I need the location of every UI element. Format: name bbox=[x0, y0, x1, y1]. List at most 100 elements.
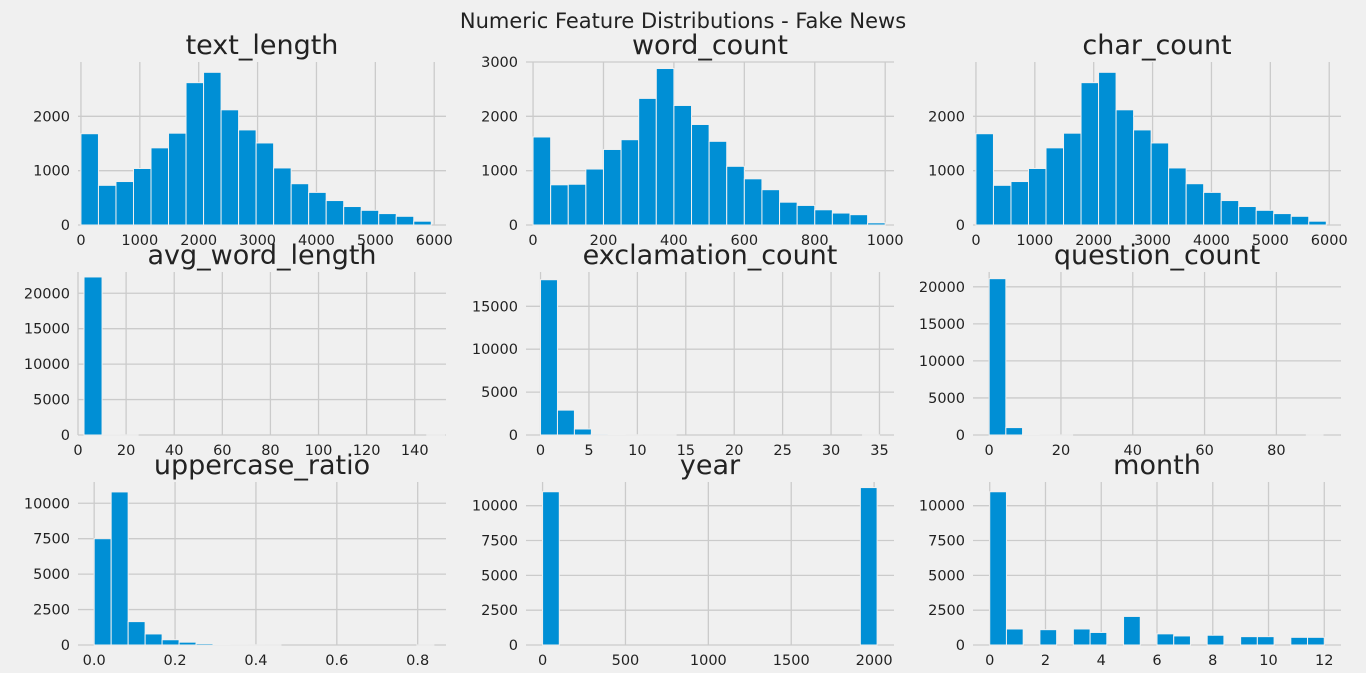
y-tick-label: 10000 bbox=[472, 342, 518, 358]
histogram-bar bbox=[761, 189, 781, 226]
y-tick-label: 0 bbox=[956, 638, 965, 654]
histogram-bar bbox=[532, 136, 552, 226]
y-tick-label: 2500 bbox=[33, 603, 70, 619]
y-tick-label: 15000 bbox=[472, 299, 518, 315]
x-tick-label: 5 bbox=[584, 443, 593, 459]
x-tick-label: 6000 bbox=[1311, 233, 1348, 249]
histogram-bar bbox=[220, 109, 240, 226]
histogram-bar bbox=[989, 491, 1007, 646]
x-tick-label: 0 bbox=[538, 653, 547, 669]
x-tick-label: 0 bbox=[536, 443, 545, 459]
subplot-title: question_count bbox=[1054, 240, 1260, 271]
x-tick-label: 0.4 bbox=[244, 653, 267, 669]
x-tick-label: 1500 bbox=[773, 653, 810, 669]
histogram-bar bbox=[1238, 206, 1257, 226]
histogram-bar bbox=[726, 165, 745, 226]
histogram-bar bbox=[1206, 634, 1225, 646]
histogram-bar bbox=[1022, 433, 1040, 436]
y-tick-label: 0 bbox=[956, 218, 965, 234]
histogram-bar bbox=[1255, 209, 1275, 226]
subplot-title: word_count bbox=[632, 30, 788, 61]
x-tick-label: 40 bbox=[1124, 443, 1142, 459]
x-tick-label: 60 bbox=[213, 443, 231, 459]
y-tick-label: 20000 bbox=[24, 286, 70, 302]
subplot-word-count: 0 1000 2000 3000 0 200 400 600 800 1000 word_count bbox=[481, 30, 904, 249]
y-tick-label: 2000 bbox=[928, 109, 965, 125]
y-tick-label: 0 bbox=[61, 218, 70, 234]
subplot-title: year bbox=[680, 450, 741, 481]
histogram-bar bbox=[988, 278, 1007, 436]
x-tick-label: 200 bbox=[590, 233, 618, 249]
histogram-bar bbox=[127, 621, 146, 646]
histogram-bar bbox=[178, 641, 197, 646]
y-tick-label: 1000 bbox=[481, 164, 518, 180]
x-tick-label: 2 bbox=[1041, 653, 1050, 669]
x-tick-label: 0.6 bbox=[325, 653, 348, 669]
histogram-bar bbox=[1039, 629, 1058, 646]
x-tick-label: 0 bbox=[985, 443, 994, 459]
histogram-bar bbox=[1045, 147, 1065, 226]
histogram-bar bbox=[1290, 636, 1309, 646]
histogram-bar bbox=[1098, 71, 1117, 226]
y-tick-label: 0 bbox=[61, 428, 70, 444]
y-tick-label: 5000 bbox=[928, 568, 965, 584]
histogram-bar bbox=[867, 222, 886, 226]
y-tick-label: 10000 bbox=[24, 496, 70, 512]
x-tick-label: 500 bbox=[612, 653, 640, 669]
histogram-bar bbox=[1203, 191, 1222, 226]
y-tick-label: 2000 bbox=[481, 109, 518, 125]
x-tick-label: 5000 bbox=[1252, 233, 1289, 249]
y-tick-label: 0 bbox=[956, 428, 965, 444]
histogram-bar bbox=[573, 428, 592, 436]
x-tick-label: 20 bbox=[117, 443, 135, 459]
x-tick-label: 600 bbox=[730, 233, 758, 249]
y-tick-label: 15000 bbox=[24, 322, 70, 338]
x-tick-label: 1000 bbox=[1016, 233, 1053, 249]
histogram-bar bbox=[132, 167, 152, 226]
x-tick-label: 15 bbox=[677, 443, 695, 459]
histogram-bar bbox=[343, 206, 362, 226]
histogram-bar bbox=[550, 184, 569, 226]
histogram-bar bbox=[168, 132, 187, 226]
y-tick-label: 7500 bbox=[928, 534, 965, 550]
histogram-bar bbox=[290, 183, 310, 226]
x-tick-label: 400 bbox=[660, 233, 688, 249]
subplot-question-count: 0 5000 10000 15000 20000 0 20 40 60 80 question_co… bbox=[919, 240, 1341, 459]
histogram-bar bbox=[1256, 636, 1275, 646]
x-tick-label: 20 bbox=[725, 443, 743, 459]
y-tick-label: 7500 bbox=[33, 532, 70, 548]
x-tick-label: 12 bbox=[1315, 653, 1333, 669]
histogram-bar bbox=[673, 104, 693, 226]
histogram-bar bbox=[1005, 628, 1024, 646]
y-tick-label: 1000 bbox=[33, 164, 70, 180]
histogram-bar bbox=[796, 204, 816, 226]
y-tick-label: 5000 bbox=[33, 567, 70, 583]
y-tick-label: 2500 bbox=[928, 603, 965, 619]
histogram-bar bbox=[1115, 109, 1135, 226]
x-tick-label: 40 bbox=[165, 443, 183, 459]
subplot-title: avg_word_length bbox=[147, 240, 376, 271]
histogram-bar bbox=[691, 123, 710, 226]
x-tick-label: 20 bbox=[1052, 443, 1070, 459]
x-tick-label: 80 bbox=[261, 443, 279, 459]
x-tick-label: 100 bbox=[305, 443, 333, 459]
subplot-title: text_length bbox=[186, 30, 339, 61]
x-tick-label: 2000 bbox=[180, 233, 217, 249]
x-tick-label: 120 bbox=[353, 443, 381, 459]
x-tick-label: 80 bbox=[1267, 443, 1285, 459]
y-tick-label: 10000 bbox=[472, 499, 518, 515]
histogram-bar bbox=[308, 191, 327, 226]
histogram-bar bbox=[110, 491, 129, 646]
histogram-bar bbox=[1173, 635, 1191, 646]
subplot-exclamation-count: 0 5000 10000 15000 0 5 10 15 20 25 30 35 exclamation… bbox=[472, 240, 894, 459]
histogram-bar bbox=[93, 538, 112, 646]
histogram-bar bbox=[1072, 628, 1091, 646]
x-tick-label: 4000 bbox=[1193, 233, 1230, 249]
histogram-bar bbox=[1005, 427, 1024, 436]
y-tick-label: 2000 bbox=[33, 109, 70, 125]
histogram-bar bbox=[378, 213, 397, 226]
histogram-bar bbox=[80, 133, 99, 226]
histogram-bar bbox=[1168, 167, 1187, 226]
x-tick-label: 0 bbox=[73, 443, 82, 459]
